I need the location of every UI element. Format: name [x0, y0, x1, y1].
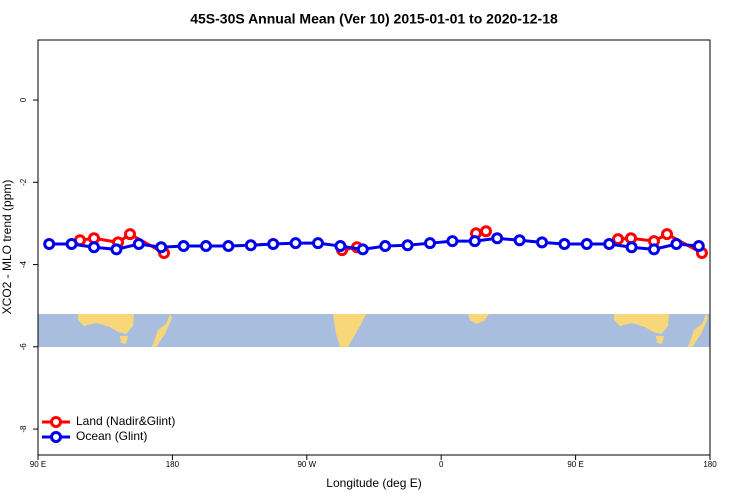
point	[244, 239, 257, 252]
point	[177, 240, 190, 253]
point	[612, 233, 625, 246]
chart-title: 45S-30S Annual Mean (Ver 10) 2015-01-01 …	[190, 11, 558, 27]
point	[424, 237, 436, 250]
point	[222, 240, 235, 253]
point	[446, 235, 459, 248]
point	[123, 228, 136, 241]
point	[670, 238, 683, 251]
x-tick-label: 180	[166, 460, 180, 469]
point	[401, 239, 414, 252]
x-axis-label: Longitude (deg E)	[326, 476, 421, 490]
point	[65, 238, 78, 251]
point	[480, 225, 492, 238]
point	[660, 228, 673, 241]
australia	[614, 314, 669, 334]
point	[312, 237, 324, 250]
legend-label: Land (Nadir&Glint)	[76, 414, 175, 428]
point	[536, 236, 548, 249]
point	[155, 241, 168, 254]
point	[468, 235, 481, 248]
point	[289, 237, 302, 250]
point	[356, 243, 369, 256]
x-tick-label: 90 E	[567, 460, 583, 469]
y-tick-label: -8	[19, 425, 28, 433]
africa	[468, 314, 489, 324]
point	[603, 238, 616, 251]
point	[43, 238, 56, 251]
point	[491, 232, 504, 245]
australia	[78, 314, 134, 334]
point	[132, 238, 145, 251]
x-tick-label: 90 W	[297, 460, 316, 469]
point	[625, 241, 638, 254]
x-tick-label: 180	[703, 460, 717, 469]
point	[580, 238, 593, 251]
tasmania	[656, 336, 664, 344]
point	[267, 238, 280, 251]
legend-marker	[50, 416, 62, 428]
plot-frame	[37, 39, 711, 456]
point	[200, 240, 212, 253]
legend: Land (Nadir&Glint) Ocean (Glint)	[42, 414, 175, 443]
series-line	[49, 236, 699, 251]
point	[513, 234, 526, 247]
point	[110, 243, 123, 256]
point	[88, 241, 100, 254]
y-tick-label: 0	[19, 97, 28, 102]
point	[334, 240, 347, 253]
new-zealand	[152, 314, 172, 347]
point	[558, 238, 571, 251]
point	[379, 240, 392, 253]
ocean-background	[38, 314, 710, 347]
tasmania	[120, 336, 128, 344]
point	[648, 243, 660, 256]
new-zealand	[688, 314, 708, 347]
y-tick-label: -4	[19, 260, 28, 268]
legend-marker	[50, 431, 62, 443]
map-strip	[38, 314, 710, 347]
y-tick-label: -2	[19, 178, 28, 186]
point	[692, 240, 705, 253]
south-america	[333, 314, 366, 347]
y-tick-label: -6	[19, 343, 28, 351]
legend-label: Ocean (Glint)	[76, 429, 147, 443]
y-axis-label: XCO2 - MLO trend (ppm)	[0, 180, 14, 315]
x-tick-label: 90 E	[30, 460, 46, 469]
x-tick-label: 0	[439, 460, 444, 469]
